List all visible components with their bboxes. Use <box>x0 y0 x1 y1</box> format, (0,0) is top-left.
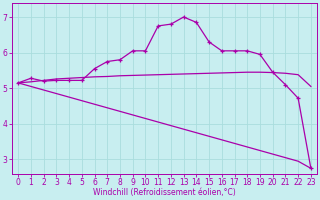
X-axis label: Windchill (Refroidissement éolien,°C): Windchill (Refroidissement éolien,°C) <box>93 188 236 197</box>
